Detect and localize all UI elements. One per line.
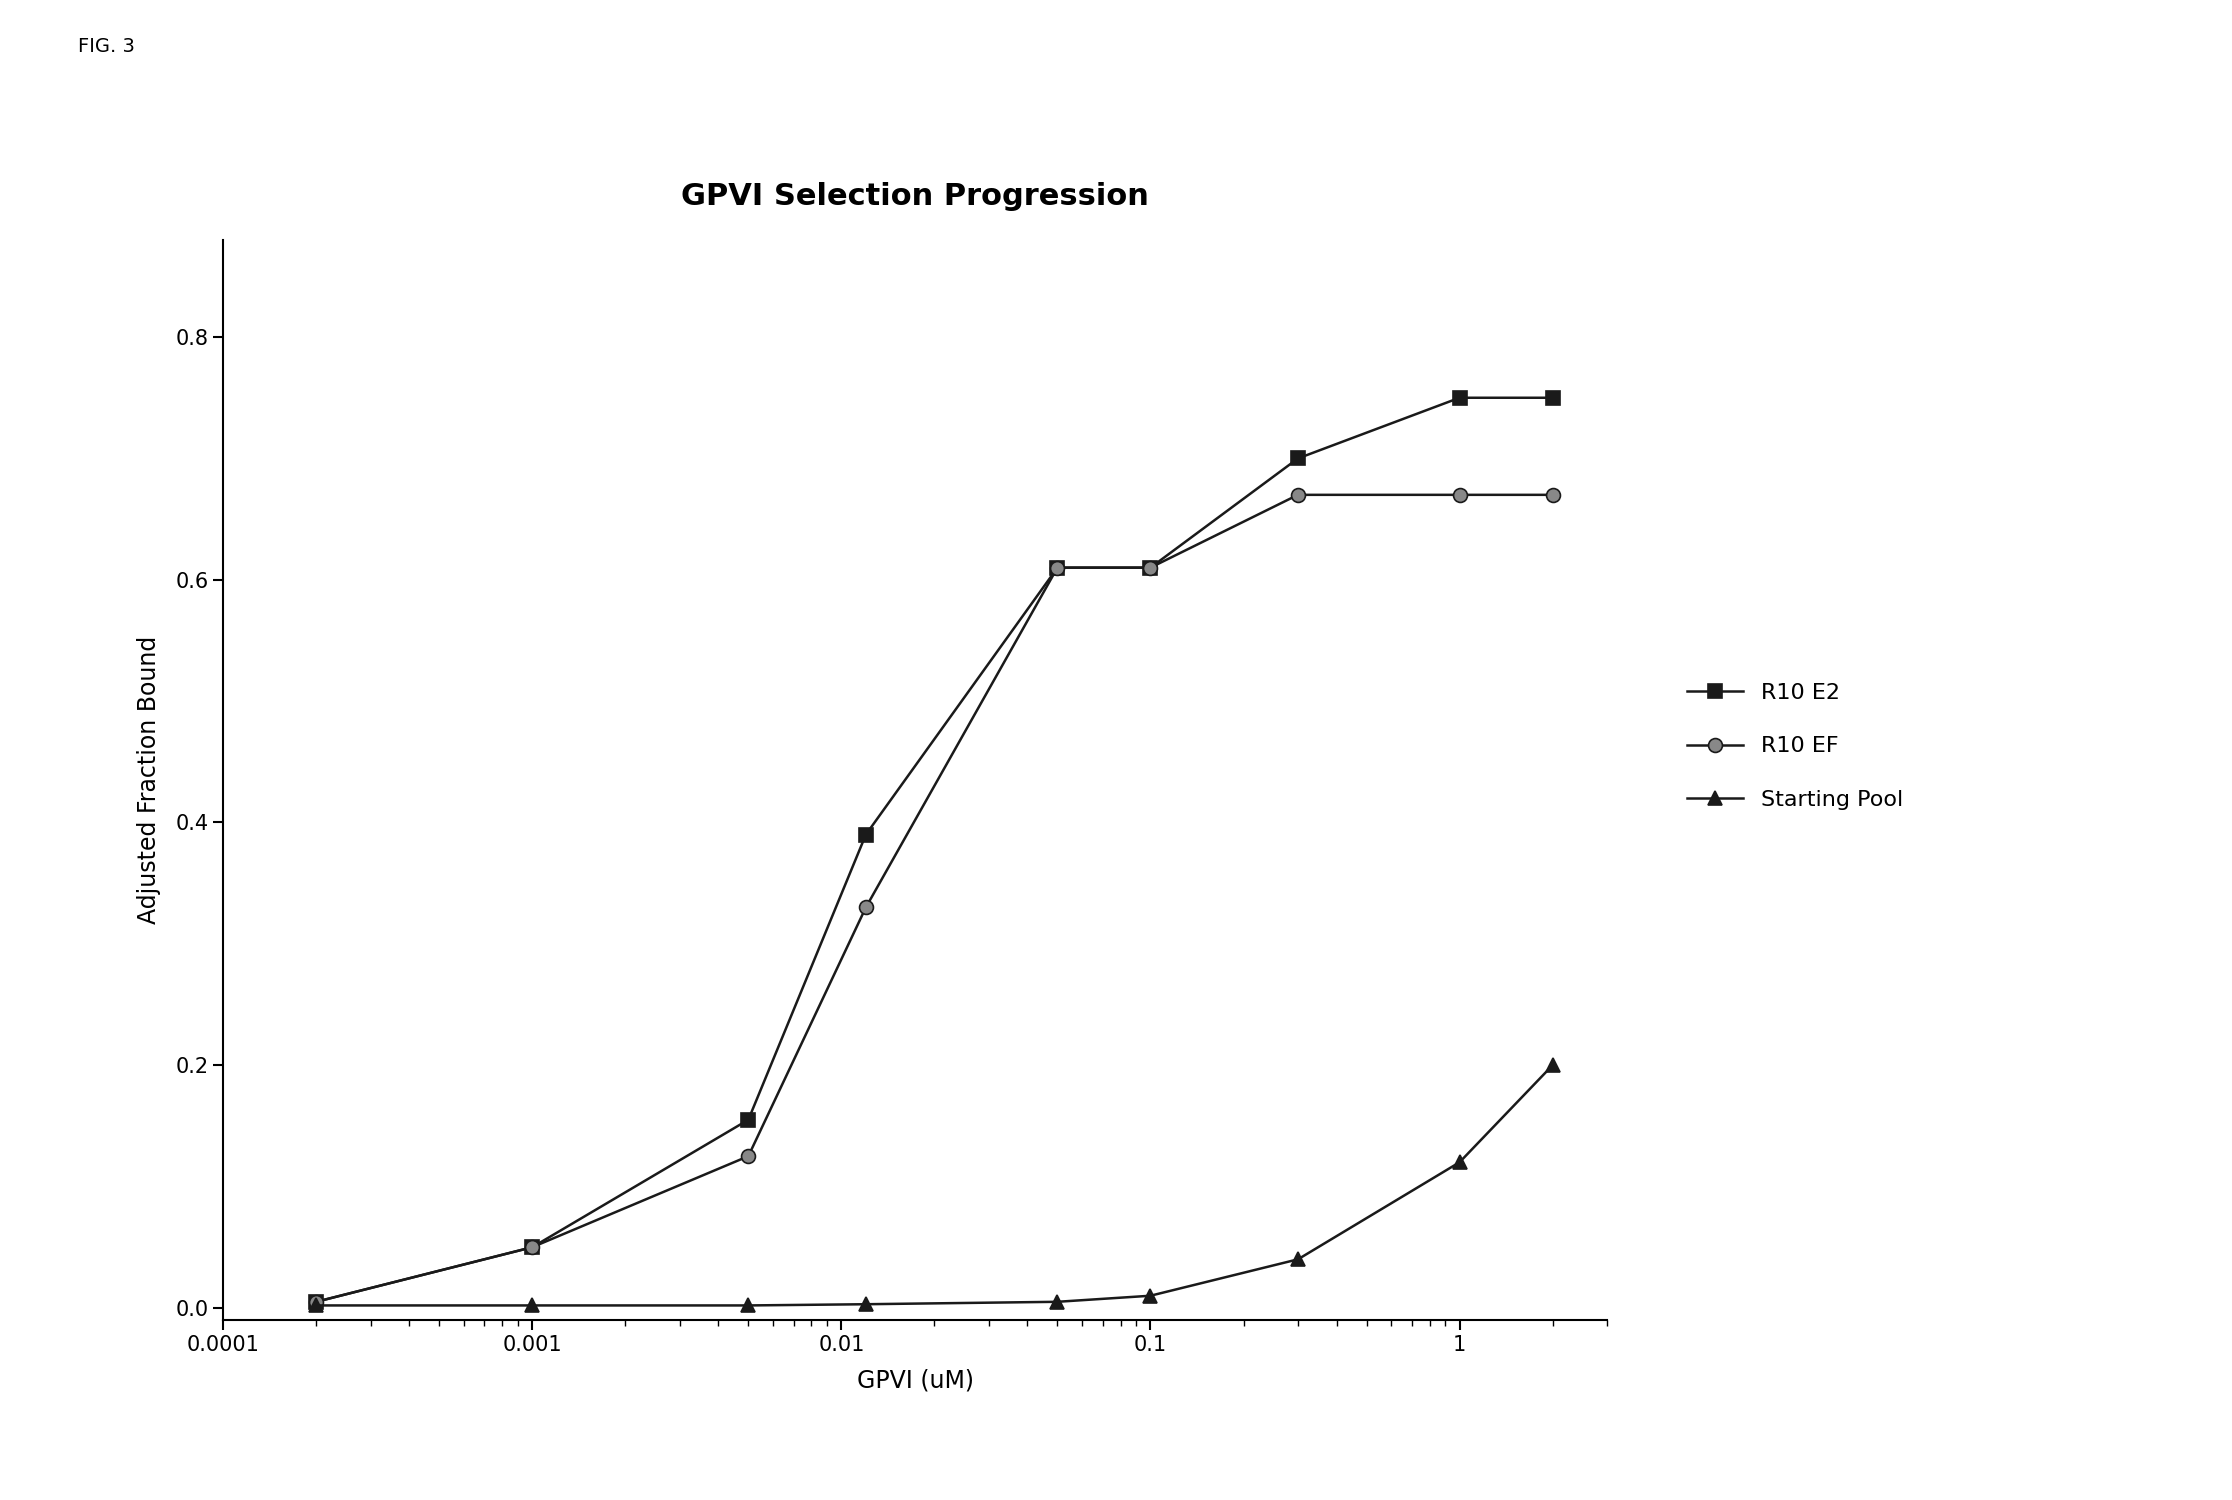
Y-axis label: Adjusted Fraction Bound: Adjusted Fraction Bound xyxy=(138,636,161,924)
R10 EF xyxy=(304,1293,330,1311)
R10 EF xyxy=(734,1148,761,1166)
R10 E2 xyxy=(853,825,879,843)
Starting Pool xyxy=(853,1294,879,1312)
Legend: R10 E2, R10 EF, Starting Pool: R10 E2, R10 EF, Starting Pool xyxy=(1687,682,1904,810)
R10 E2 xyxy=(734,1112,761,1130)
Starting Pool xyxy=(1286,1251,1312,1269)
R10 EF xyxy=(1540,486,1567,504)
R10 E2 xyxy=(1045,558,1071,576)
Starting Pool xyxy=(1446,1154,1473,1172)
Starting Pool xyxy=(1136,1287,1163,1305)
R10 EF xyxy=(1136,558,1163,576)
Title: GPVI Selection Progression: GPVI Selection Progression xyxy=(681,183,1149,211)
R10 EF xyxy=(518,1238,545,1256)
Line: R10 E2: R10 E2 xyxy=(310,392,1560,1308)
Line: Starting Pool: Starting Pool xyxy=(310,1058,1560,1312)
Starting Pool xyxy=(1540,1056,1567,1074)
R10 E2 xyxy=(1540,388,1567,406)
X-axis label: GPVI (uM): GPVI (uM) xyxy=(857,1368,973,1392)
R10 EF xyxy=(1446,486,1473,504)
Starting Pool xyxy=(304,1296,330,1314)
Text: FIG. 3: FIG. 3 xyxy=(78,38,134,57)
Starting Pool xyxy=(518,1296,545,1314)
R10 EF xyxy=(1286,486,1312,504)
Starting Pool xyxy=(734,1296,761,1314)
R10 EF xyxy=(853,898,879,916)
Starting Pool xyxy=(1045,1293,1071,1311)
R10 E2 xyxy=(304,1293,330,1311)
R10 E2 xyxy=(518,1238,545,1256)
R10 EF xyxy=(1045,558,1071,576)
R10 E2 xyxy=(1286,450,1312,468)
Line: R10 EF: R10 EF xyxy=(310,488,1560,1308)
R10 E2 xyxy=(1136,558,1163,576)
R10 E2 xyxy=(1446,388,1473,406)
